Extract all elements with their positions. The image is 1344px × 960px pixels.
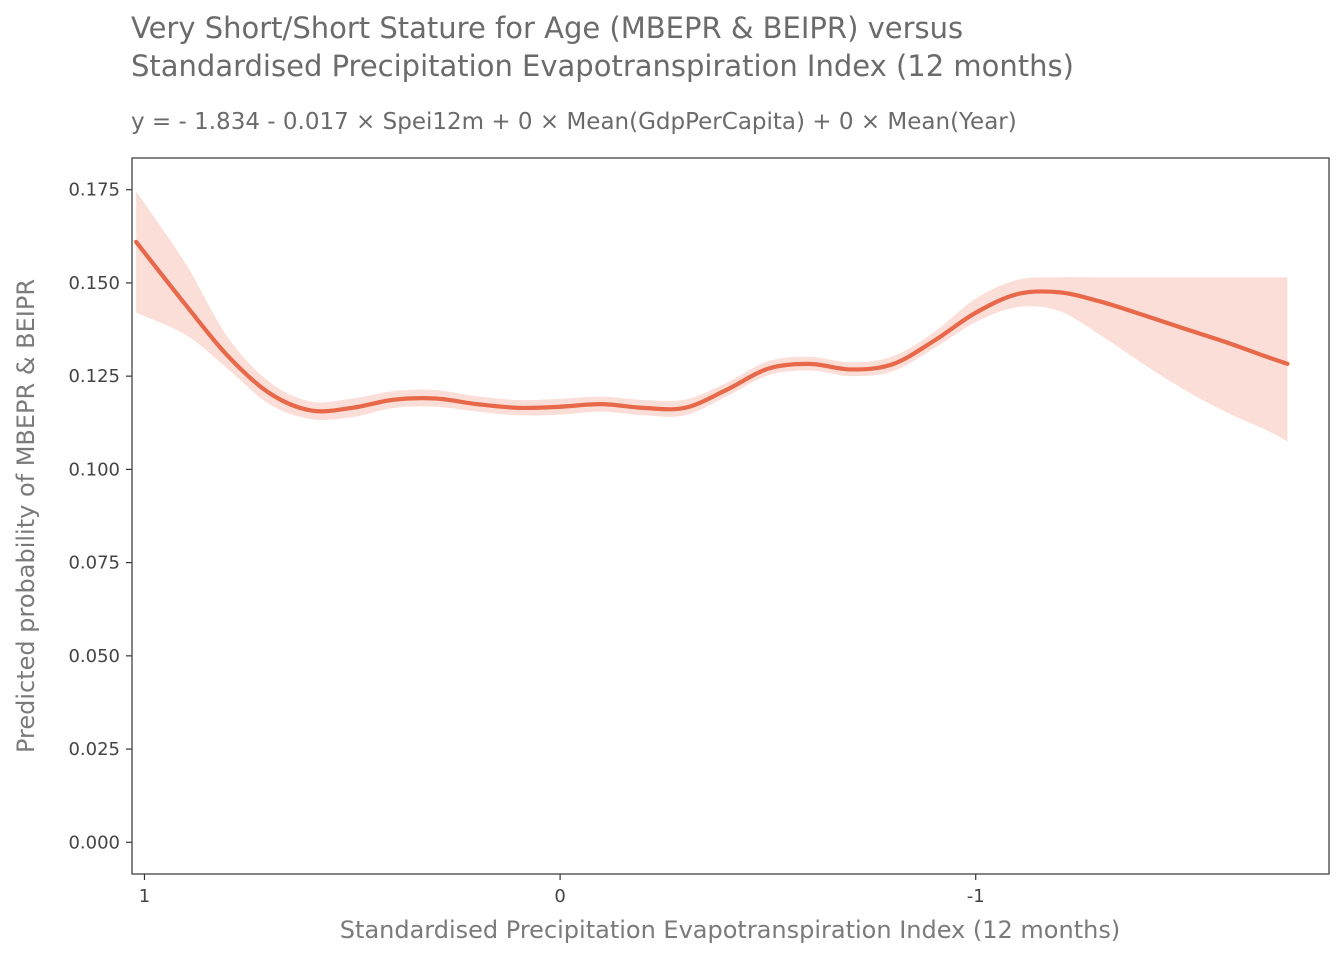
- chart-subtitle: y = - 1.834 - 0.017 × Spei12m + 0 × Mean…: [131, 109, 1017, 135]
- x-axis-title: Standardised Precipitation Evapotranspir…: [340, 916, 1120, 944]
- prediction-line: [134, 239, 1290, 414]
- y-axis-title: Predicted probability of MBEPR & BEIPR: [12, 279, 40, 753]
- x-tick-label: 0: [554, 886, 565, 907]
- y-tick-label: 0.125: [68, 366, 120, 387]
- y-tick-label: 0.100: [68, 459, 120, 480]
- x-tick-label: 1: [139, 886, 150, 907]
- chart-title-line-2: Standardised Precipitation Evapotranspir…: [131, 49, 1074, 83]
- confidence-band: [136, 191, 1288, 442]
- plot-layer: [134, 191, 1290, 442]
- x-axis: 1 0 -1: [139, 874, 985, 907]
- chart-title-line-1: Very Short/Short Stature for Age (MBEPR …: [131, 11, 963, 45]
- y-tick-label: 0.025: [68, 739, 120, 760]
- y-tick-label: 0.050: [68, 646, 120, 667]
- y-tick-label: 0.150: [68, 273, 120, 294]
- y-axis: 0.000 0.025 0.050 0.075 0.100 0.125 0.150 0.175: [68, 180, 132, 853]
- y-tick-label: 0.000: [68, 832, 120, 853]
- plot-panel: [131, 157, 1330, 875]
- y-tick-label: 0.175: [68, 180, 120, 201]
- x-tick-label: -1: [967, 886, 985, 907]
- y-tick-label: 0.075: [68, 553, 120, 574]
